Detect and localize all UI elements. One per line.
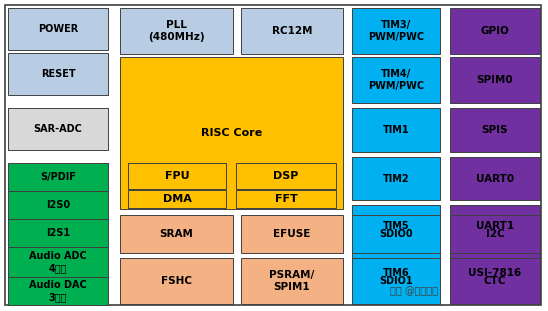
Text: DSP: DSP [273,171,299,181]
Text: EFUSE: EFUSE [273,229,311,239]
Text: CTC: CTC [484,276,506,286]
FancyBboxPatch shape [120,57,343,209]
FancyBboxPatch shape [352,215,440,253]
FancyBboxPatch shape [352,57,440,103]
Text: SAR-ADC: SAR-ADC [33,124,82,134]
Text: Audio ADC
4声道: Audio ADC 4声道 [29,251,87,273]
FancyBboxPatch shape [128,163,226,189]
Text: I2C: I2C [486,229,504,239]
Text: USI-7816: USI-7816 [469,268,522,278]
FancyBboxPatch shape [120,8,233,54]
Text: Audio DAC
3声道: Audio DAC 3声道 [29,280,87,302]
Text: PSRAM/
SPIM1: PSRAM/ SPIM1 [270,270,315,292]
FancyBboxPatch shape [352,252,440,294]
Text: FFT: FFT [275,194,298,204]
FancyBboxPatch shape [241,215,343,253]
FancyBboxPatch shape [241,8,343,54]
FancyBboxPatch shape [450,108,540,152]
FancyBboxPatch shape [450,157,540,200]
FancyBboxPatch shape [450,8,540,54]
Text: TIM2: TIM2 [383,174,409,183]
FancyBboxPatch shape [128,190,226,208]
Text: FPU: FPU [165,171,189,181]
FancyBboxPatch shape [8,8,108,50]
Text: I2S1: I2S1 [46,228,70,238]
Text: SDIO1: SDIO1 [379,276,413,286]
FancyBboxPatch shape [8,247,108,277]
Text: UART0: UART0 [476,174,514,183]
FancyBboxPatch shape [8,219,108,247]
Text: TIM6: TIM6 [383,268,409,278]
Text: SPIM0: SPIM0 [477,75,513,85]
FancyBboxPatch shape [352,8,440,54]
FancyBboxPatch shape [352,108,440,152]
Text: I2S0: I2S0 [46,200,70,210]
Text: RC12M: RC12M [272,26,312,36]
FancyBboxPatch shape [236,190,336,208]
FancyBboxPatch shape [8,277,108,305]
FancyBboxPatch shape [8,163,108,191]
FancyBboxPatch shape [352,205,440,247]
FancyBboxPatch shape [236,163,336,189]
Text: SPIS: SPIS [482,125,508,135]
Text: PLL
(480MHz): PLL (480MHz) [148,20,205,42]
Text: DMA: DMA [163,194,191,204]
Text: FSHC: FSHC [161,276,192,286]
FancyBboxPatch shape [120,258,233,304]
FancyBboxPatch shape [450,258,540,304]
Text: RESET: RESET [41,69,75,79]
Text: TIM4/
PWM/PWC: TIM4/ PWM/PWC [368,69,424,91]
Text: UART1: UART1 [476,221,514,231]
Text: SRAM: SRAM [159,229,193,239]
Text: SDIO0: SDIO0 [379,229,413,239]
Text: TIM3/
PWM/PWC: TIM3/ PWM/PWC [368,20,424,42]
FancyBboxPatch shape [120,215,233,253]
Text: GPIO: GPIO [481,26,510,36]
Text: TIM5: TIM5 [383,221,409,231]
FancyBboxPatch shape [450,215,540,253]
Text: RISC Core: RISC Core [201,128,262,138]
Text: TIM1: TIM1 [383,125,409,135]
FancyBboxPatch shape [352,258,440,304]
FancyBboxPatch shape [8,108,108,150]
FancyBboxPatch shape [8,53,108,95]
FancyBboxPatch shape [450,205,540,247]
FancyBboxPatch shape [241,258,343,304]
FancyBboxPatch shape [352,157,440,200]
Text: 知乎 @锋芒不漏: 知乎 @锋芒不漏 [390,286,438,296]
FancyBboxPatch shape [8,191,108,219]
Text: POWER: POWER [38,24,78,34]
FancyBboxPatch shape [450,252,540,294]
Text: S/PDIF: S/PDIF [40,172,76,182]
FancyBboxPatch shape [450,57,540,103]
